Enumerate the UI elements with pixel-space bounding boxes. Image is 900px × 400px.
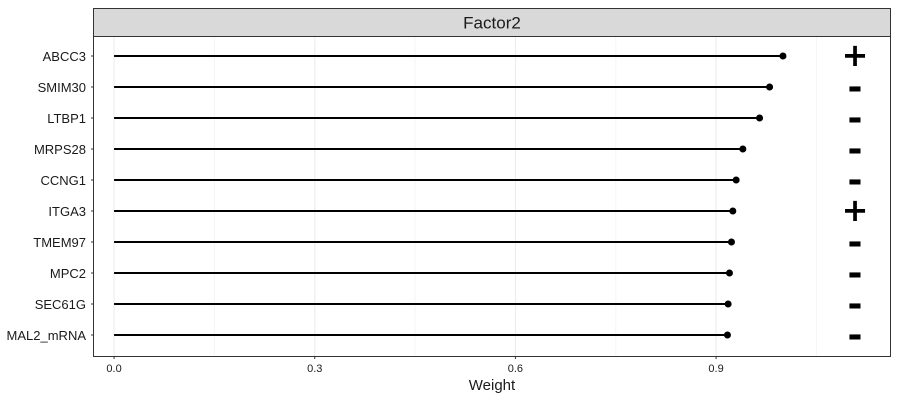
lollipop-point (739, 145, 747, 153)
y-axis-labels: ABCC3 SMIM30 LTBP1 MRPS28 CCNG1 ITGA3 TMEM97 MP… (7, 49, 94, 343)
sign-minus: - (848, 67, 863, 108)
sign-plus: + (842, 191, 869, 229)
lollipop-point (779, 52, 787, 60)
sign-minus: - (848, 222, 863, 263)
lollipop-point (732, 176, 740, 184)
lollipop-point (724, 300, 732, 308)
y-tick-label: TMEM97 (33, 235, 86, 250)
lollipop-marks (114, 52, 787, 339)
panel-border (93, 36, 891, 357)
sign-minus: - (848, 98, 863, 139)
sign-minus: - (848, 129, 863, 170)
y-tick-label: CCNG1 (40, 173, 86, 188)
grid-lines (113, 37, 817, 356)
lollipop-point (766, 83, 774, 91)
y-tick-label: MAL2_mRNA (7, 328, 87, 343)
y-tick-label: MPC2 (50, 266, 86, 281)
y-tick-label: LTBP1 (47, 111, 86, 126)
y-tick-label: SMIM30 (38, 80, 86, 95)
facet-strip: Factor2 (93, 8, 891, 37)
sign-minus: - (848, 284, 863, 325)
sign-minus: - (848, 160, 863, 201)
sign-minus: - (848, 315, 863, 356)
lollipop-point (725, 269, 733, 277)
x-tick-label: 0.3 (307, 363, 322, 375)
facet-title: Factor2 (463, 14, 521, 33)
sign-plus: + (842, 36, 869, 74)
sign-minus: - (848, 253, 863, 294)
lollipop-point (727, 238, 735, 246)
x-tick-label: 0.9 (708, 363, 723, 375)
facet-strip-background (93, 8, 891, 37)
y-tick-label: ITGA3 (48, 204, 86, 219)
y-tick-label: MRPS28 (34, 142, 86, 157)
lollipop-point (723, 331, 731, 339)
x-tick-label: 0.6 (508, 363, 523, 375)
x-axis: 0.0 0.3 0.6 0.9 (106, 356, 724, 375)
y-tick-label: SEC61G (35, 297, 86, 312)
x-axis-title: Weight (469, 377, 516, 394)
sign-markers: +----+---- (842, 36, 869, 356)
lollipop-point (756, 114, 764, 122)
lollipop-point (729, 207, 737, 215)
x-tick-label: 0.0 (106, 363, 121, 375)
y-tick-label: ABCC3 (43, 49, 86, 64)
